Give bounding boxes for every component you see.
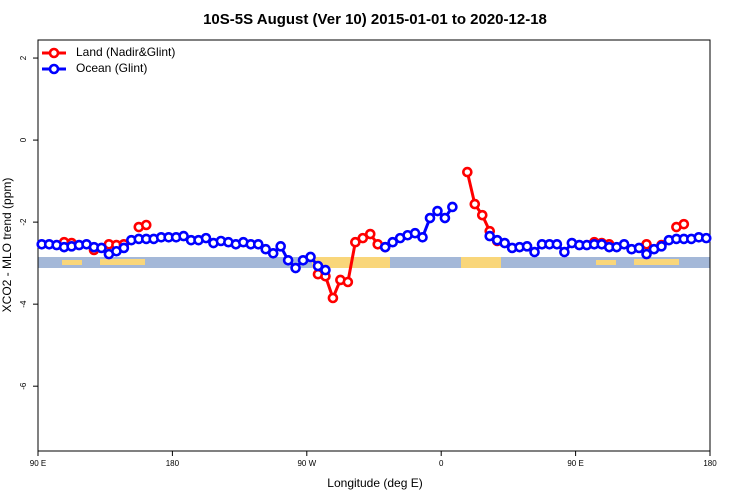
point: [529, 246, 540, 258]
point: [484, 230, 496, 242]
point: [559, 246, 570, 258]
point: [178, 230, 189, 242]
point: [417, 231, 428, 243]
point: [469, 198, 481, 210]
y-axis-title: XCO2 - MLO trend (ppm): [0, 178, 14, 313]
point: [521, 241, 533, 252]
point: [305, 251, 316, 263]
chart-title: 10S-5S August (Ver 10) 2015-01-01 to 202…: [203, 11, 547, 28]
x-tick-label: 90 W: [297, 459, 316, 468]
point: [476, 209, 488, 221]
point: [312, 260, 324, 272]
point: [462, 166, 473, 178]
point: [200, 232, 212, 244]
point: [499, 237, 510, 249]
x-tick-label: 90 E: [567, 459, 583, 468]
point: [700, 232, 712, 244]
x-tick-label: 90 E: [30, 459, 46, 468]
x-tick-label: 180: [166, 459, 180, 468]
point: [342, 276, 354, 288]
point: [432, 205, 443, 217]
x-tick-label: 180: [703, 459, 717, 468]
point: [357, 232, 369, 244]
legend-label: Land (Nadir&Glint): [76, 45, 175, 59]
y-tick-label: -6: [19, 382, 28, 390]
point: [641, 248, 652, 260]
point: [447, 201, 458, 213]
point: [551, 238, 563, 250]
point: [290, 262, 301, 274]
point: [96, 242, 107, 254]
point: [656, 241, 667, 252]
point: [350, 236, 361, 248]
point: [409, 227, 421, 239]
y-tick-label: 2: [19, 55, 28, 60]
legend-marker: [48, 63, 60, 75]
y-tick-label: -2: [19, 218, 28, 226]
point: [379, 241, 391, 253]
point: [678, 218, 690, 230]
legend-label: Ocean (Glint): [76, 61, 147, 75]
point: [267, 247, 279, 259]
y-tick-label: -4: [19, 300, 28, 308]
point: [633, 242, 645, 254]
point: [275, 241, 286, 252]
y-tick-label: 0: [19, 137, 28, 142]
point: [140, 219, 152, 231]
point: [327, 292, 339, 304]
point: [118, 242, 130, 254]
point: [364, 228, 376, 240]
point: [387, 236, 398, 248]
point: [439, 212, 451, 224]
map-strip: [38, 257, 710, 268]
x-axis-title: Longitude (deg E): [327, 476, 422, 490]
point: [320, 264, 331, 276]
legend-marker: [48, 47, 60, 59]
point: [282, 254, 294, 266]
x-tick-label: 0: [439, 459, 444, 468]
point: [252, 238, 264, 250]
point: [260, 243, 272, 255]
point: [424, 212, 436, 224]
point: [618, 238, 630, 250]
